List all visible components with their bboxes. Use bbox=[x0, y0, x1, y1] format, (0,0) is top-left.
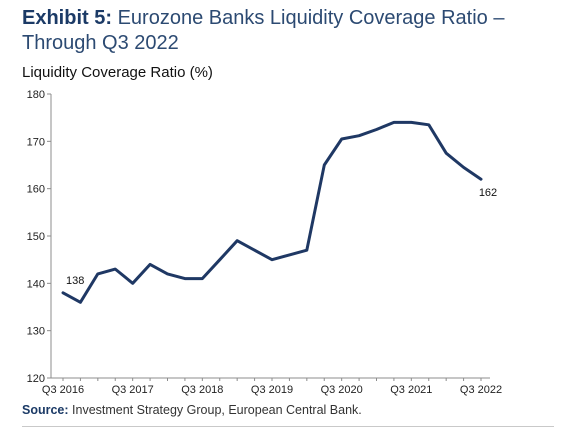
x-tick-label: Q3 2021 bbox=[390, 384, 432, 396]
x-tick-label: Q3 2022 bbox=[460, 384, 502, 396]
x-axis: Q3 2016 Q3 2017 Q3 2018 Q3 2019 Q3 2020 Q3 20… bbox=[42, 377, 502, 396]
y-tick-label: 180 bbox=[27, 89, 45, 101]
exhibit-number: Exhibit 5: bbox=[22, 7, 113, 29]
x-tick-label: Q3 2020 bbox=[321, 384, 363, 396]
y-tick-label: 130 bbox=[27, 326, 45, 338]
y-axis-title: Liquidity Coverage Ratio (%) bbox=[22, 64, 213, 81]
x-tick-label: Q3 2019 bbox=[251, 384, 293, 396]
series-line bbox=[61, 120, 483, 304]
source-text: Investment Strategy Group, European Cent… bbox=[68, 403, 362, 417]
y-tick-label: 170 bbox=[27, 136, 45, 148]
data-label: 162 bbox=[479, 187, 497, 199]
source-label: Source: bbox=[22, 403, 69, 417]
y-tick-label: 150 bbox=[27, 231, 45, 243]
x-tick-label: Q3 2016 bbox=[42, 384, 84, 396]
y-tick-label: 160 bbox=[27, 184, 45, 196]
y-tick-label: 140 bbox=[27, 278, 45, 290]
x-tick-label: Q3 2018 bbox=[181, 384, 223, 396]
series-layer bbox=[61, 120, 483, 304]
data-label: 138 bbox=[66, 275, 84, 287]
title-text: Eurozone Banks Liquidity Coverage Ratio … bbox=[22, 7, 505, 54]
data-labels: 138 162 bbox=[66, 187, 497, 287]
source-note: Source: Investment Strategy Group, Europ… bbox=[22, 403, 362, 417]
title-block: Exhibit 5: Eurozone Banks Liquidity Cove… bbox=[22, 6, 562, 56]
y-axis: 120 130 140 150 160 170 180 bbox=[27, 89, 52, 385]
bottom-rule bbox=[22, 426, 554, 427]
y-tick-label: 120 bbox=[27, 373, 45, 385]
x-tick-label: Q3 2017 bbox=[112, 384, 154, 396]
chart-title: Exhibit 5: Eurozone Banks Liquidity Cove… bbox=[22, 6, 562, 56]
